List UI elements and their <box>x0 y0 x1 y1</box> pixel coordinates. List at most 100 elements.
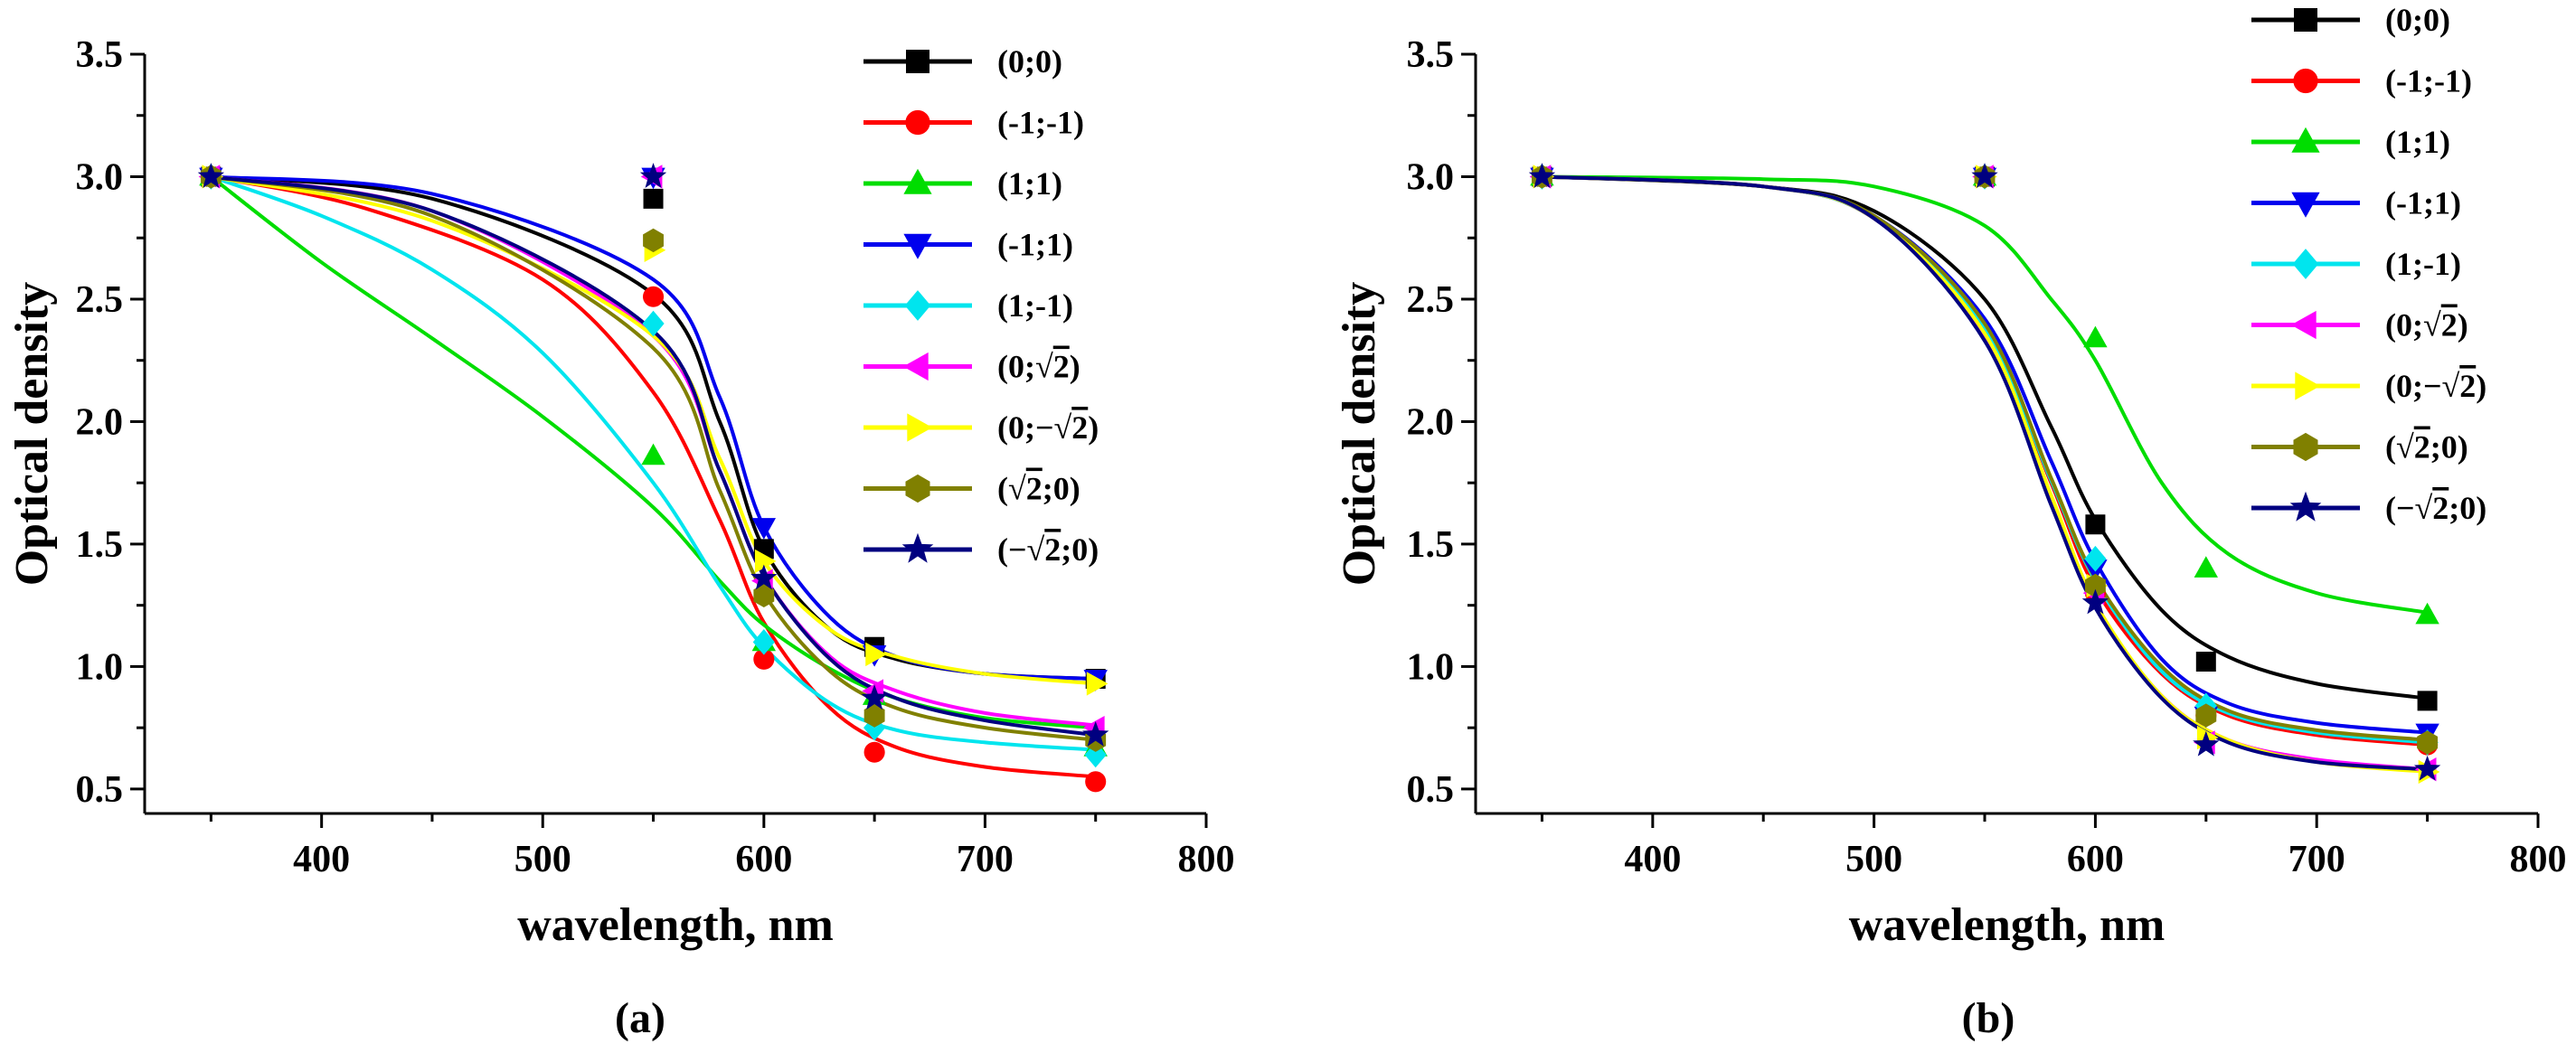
chart-panel-a: 400 500 600 700 800 0.5 1.0 1.5 2.0 2.5 3.0 3.5 wave… <box>6 34 1235 951</box>
legend-marker <box>2289 491 2322 522</box>
legend-label: (0;−√2) <box>2385 368 2486 404</box>
x-tick-label: 800 <box>2510 839 2567 880</box>
y-tick-label: 2.0 <box>1407 401 1455 443</box>
legend-label-tail: ;0) <box>1043 471 1080 507</box>
y-tick-label: 2.5 <box>1407 279 1455 321</box>
legend-marker <box>2292 249 2319 279</box>
data-point-marker <box>2084 573 2106 598</box>
data-point-marker <box>2081 588 2109 615</box>
data-point-marker <box>197 163 225 188</box>
legend-label-text: (-1;-1) <box>2385 63 2472 99</box>
legend-label-radicand: 2 <box>1044 531 1061 568</box>
data-point-marker <box>1528 163 1556 188</box>
x-tick-label: 800 <box>1178 839 1235 880</box>
legend-label-text: (−√ <box>997 531 1045 568</box>
legend-label-text: (0;0) <box>997 43 1062 80</box>
legend-marker <box>901 532 934 563</box>
legend-label-text: (0;−√ <box>997 409 1071 446</box>
legend-label-tail: ) <box>2458 307 2468 343</box>
data-point-marker <box>754 549 777 574</box>
legend-label: (0;√2) <box>2385 307 2468 343</box>
y-axis-label: Optical density <box>6 282 58 587</box>
legend-marker <box>2291 127 2320 153</box>
y-tick-label: 0.5 <box>76 769 124 811</box>
legend-marker <box>2290 310 2317 340</box>
data-point-marker <box>2195 652 2216 672</box>
x-tick-label: 400 <box>1624 839 1681 880</box>
legend-label-text: (0;√ <box>997 349 1053 385</box>
legend-label-text: (0;0) <box>2385 2 2450 38</box>
data-point-marker <box>865 642 887 667</box>
data-point-marker <box>1086 672 1109 696</box>
data-point-marker <box>863 741 885 763</box>
legend-label-radicand: 2 <box>2441 307 2458 343</box>
legend-label: (−√2;0) <box>2385 490 2486 526</box>
legend-label-radicand: 2 <box>1071 409 1088 446</box>
legend-label-text: (-1;1) <box>2385 185 2461 221</box>
legend-label: (√2;0) <box>2385 429 2468 465</box>
series-curve <box>1542 174 2428 742</box>
legend-label: (0;√2) <box>997 349 1080 385</box>
legend-label-tail: ;0) <box>2449 490 2486 526</box>
legend-label-text: (0;−√ <box>2385 368 2459 404</box>
legend-label: (-1;1) <box>2385 185 2461 221</box>
series-curve <box>1542 174 2428 615</box>
data-point-marker <box>2415 602 2439 625</box>
y-tick-label: 0.5 <box>1407 769 1455 811</box>
y-tick-label: 1.5 <box>76 524 124 566</box>
legend-label-text: (0;√ <box>2385 307 2441 343</box>
legend-marker <box>906 50 929 73</box>
series-curve <box>1542 174 2428 772</box>
x-tick-label: 500 <box>1845 839 1902 880</box>
legend-label: (1;-1) <box>2385 246 2461 282</box>
data-point-marker <box>643 228 664 253</box>
x-tick-label: 700 <box>957 839 1014 880</box>
legend-marker <box>2291 192 2320 218</box>
series-curve <box>210 174 1096 752</box>
legend-marker <box>2294 8 2317 32</box>
y-tick-label: 2.5 <box>76 279 124 321</box>
legend-label: (0;−√2) <box>997 409 1099 446</box>
data-point-marker <box>750 564 778 590</box>
legend-label: (-1;1) <box>997 227 1073 263</box>
y-tick-label: 3.0 <box>76 156 124 198</box>
legend-label: (-1;-1) <box>997 105 1084 141</box>
y-tick-label: 3.0 <box>1407 156 1455 198</box>
legend-label-radicand: 2 <box>1053 349 1070 385</box>
legend-label: (-1;-1) <box>2385 63 2472 99</box>
legend-label-text: (1;1) <box>997 165 1062 202</box>
legend-label-radicand: 2 <box>2432 490 2449 526</box>
legend-label-text: (1;1) <box>2385 124 2450 160</box>
legend-label-radicand: 2 <box>2414 429 2430 465</box>
data-point-marker <box>2413 755 2441 781</box>
series-curve <box>211 174 1096 738</box>
series-curve <box>1542 174 2428 745</box>
legend-label-text: (√ <box>997 471 1026 507</box>
legend-marker <box>907 413 933 442</box>
data-point-marker <box>1971 163 1998 188</box>
data-point-marker <box>2417 730 2439 755</box>
legend-label-tail: ;0) <box>2430 429 2468 465</box>
data-point-marker <box>2193 730 2220 757</box>
series-curve <box>1542 174 2428 700</box>
data-point-marker <box>2195 703 2217 728</box>
series-curve <box>211 174 1096 742</box>
y-tick-label: 1.5 <box>1407 524 1455 566</box>
legend-label: (1;1) <box>997 165 1062 202</box>
data-point-marker <box>753 583 775 608</box>
x-tick-label: 400 <box>293 839 350 880</box>
series-curve <box>1542 174 2428 735</box>
y-axis-label: Optical density <box>1334 282 1385 587</box>
legend-label-tail: ) <box>2476 368 2486 404</box>
data-point-marker <box>2084 545 2107 572</box>
legend-marker <box>2293 68 2318 94</box>
legend-label: (0;0) <box>997 43 1062 80</box>
x-axis-label: wavelength, nm <box>517 899 834 951</box>
legend-marker <box>2295 371 2321 400</box>
x-tick-label: 700 <box>2288 839 2345 880</box>
legend-label: (−√2;0) <box>997 531 1099 568</box>
data-point-marker <box>2417 691 2438 711</box>
x-tick-label: 600 <box>735 839 792 880</box>
panel-label-a: (a) <box>615 994 665 1042</box>
